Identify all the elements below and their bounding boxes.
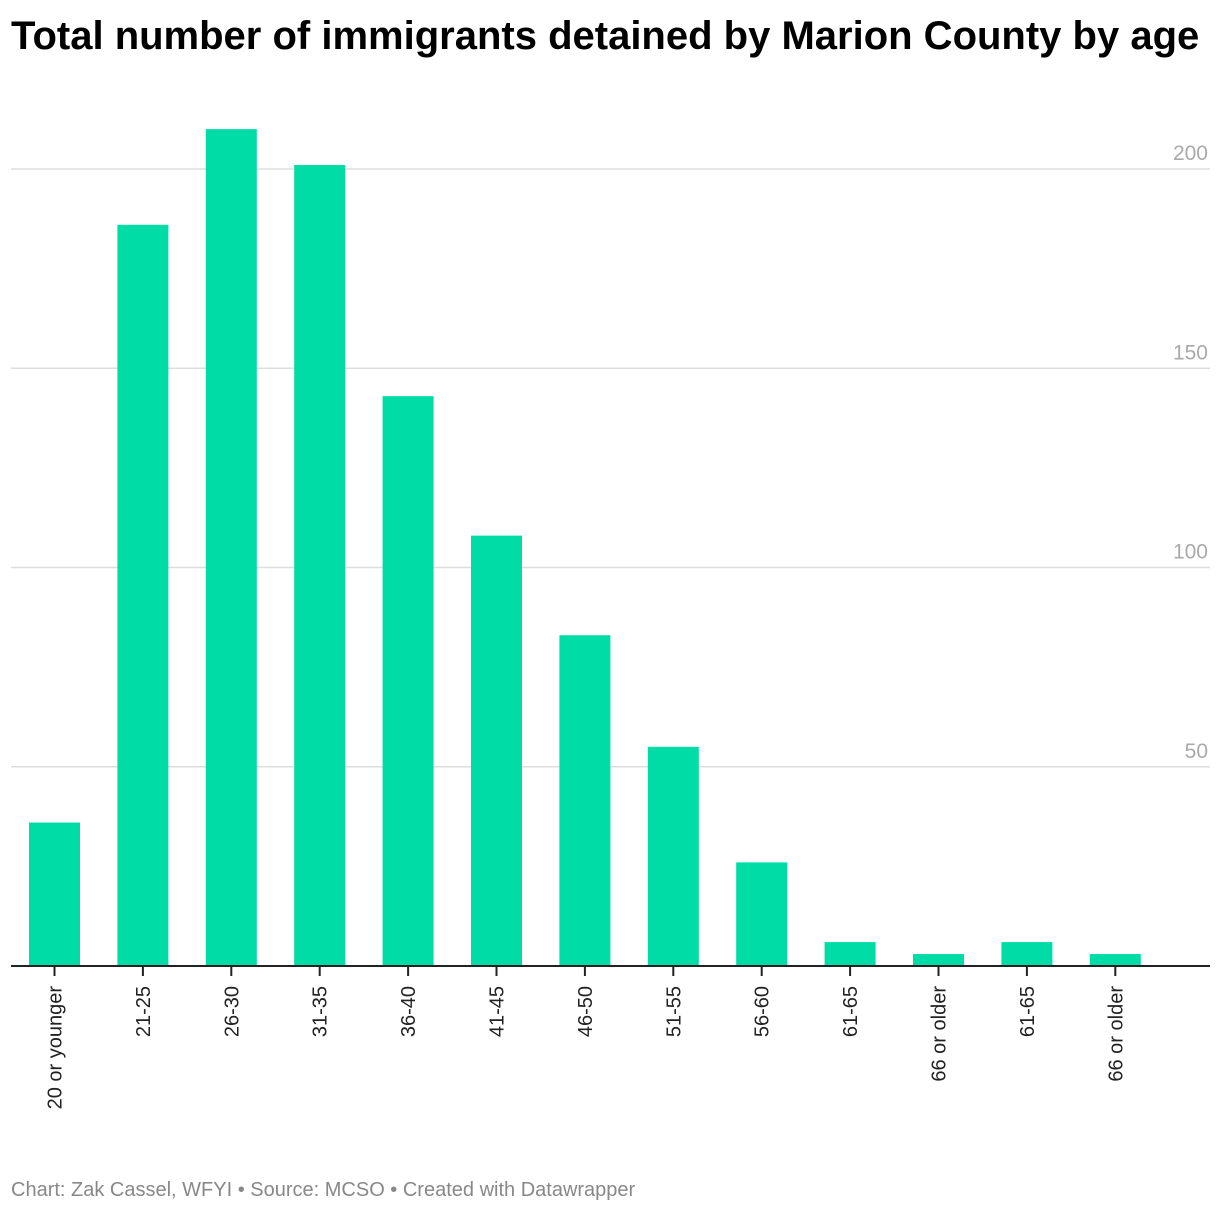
bar-chart: 50 100 150 200 20 or younger 21-25 26-30 31-35 3… <box>11 129 1210 1110</box>
x-tick-label: 66 or older <box>1105 986 1127 1082</box>
y-tick-label: 50 <box>1185 740 1208 763</box>
x-tick-label: 26-30 <box>221 986 243 1037</box>
bar <box>382 396 434 966</box>
x-tick-label: 41-45 <box>487 986 509 1037</box>
y-tick-label: 150 <box>1173 341 1208 364</box>
bar <box>1001 942 1053 966</box>
x-tick-label: 31-35 <box>310 986 332 1037</box>
chart-footer: Chart: Zak Cassel, WFYI • Source: MCSO •… <box>11 1179 636 1201</box>
x-tick-label: 51-55 <box>663 986 685 1037</box>
y-tick-label: 100 <box>1173 541 1208 564</box>
x-tick-label: 61-65 <box>840 986 862 1037</box>
bar <box>913 954 964 966</box>
x-tick-label: 61-65 <box>1017 986 1039 1037</box>
bar <box>647 746 699 966</box>
x-tick-label: 66 or older <box>929 986 951 1082</box>
bar <box>1089 954 1141 966</box>
bar <box>559 635 611 966</box>
bar <box>736 862 788 966</box>
x-tick-label: 20 or younger <box>45 986 67 1110</box>
bar <box>294 165 346 966</box>
x-tick-label: 21-25 <box>133 986 155 1037</box>
x-tick-label: 46-50 <box>575 986 597 1037</box>
x-tick-label: 56-60 <box>752 986 774 1037</box>
bar <box>824 942 876 966</box>
bar <box>205 129 257 966</box>
y-tick-label: 200 <box>1173 142 1208 165</box>
bar <box>471 535 522 966</box>
chart-title: Total number of immigrants detained by M… <box>11 14 1200 58</box>
x-tick-label: 36-40 <box>398 986 420 1037</box>
bar <box>117 224 169 967</box>
bar <box>29 822 80 966</box>
